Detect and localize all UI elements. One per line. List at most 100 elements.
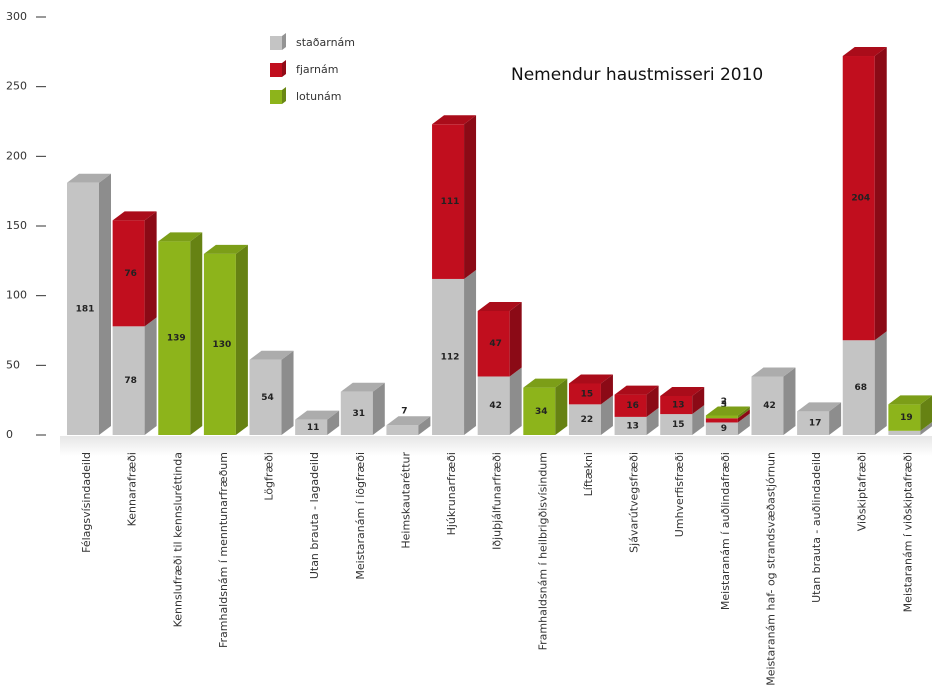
bar-segment	[477, 310, 510, 377]
bar-side	[600, 374, 613, 405]
bar-segment	[112, 220, 145, 327]
bar-segment	[842, 340, 875, 435]
bar-segment	[112, 326, 145, 435]
bar-side	[372, 382, 385, 435]
x-tick-label: Iðjuþjálfunarfræði	[491, 452, 504, 550]
bar-top	[386, 416, 431, 426]
bar-segment	[568, 404, 601, 435]
bar-side	[509, 367, 522, 435]
bar-segment	[249, 359, 282, 435]
bar-top	[888, 395, 932, 405]
bar-side	[646, 385, 659, 417]
value-label: 47	[489, 339, 502, 349]
bar-side	[600, 395, 613, 435]
bar-top	[67, 173, 111, 183]
bar-segment	[295, 419, 328, 435]
bar-segment	[842, 56, 875, 341]
legend-swatch	[270, 90, 282, 104]
value-label: 11	[307, 423, 320, 433]
bar-side	[509, 301, 522, 377]
bar-segment	[432, 278, 465, 435]
bar-segment	[386, 425, 419, 435]
y-tick-label: 300	[6, 10, 27, 23]
legend-swatch-side	[282, 60, 286, 77]
value-label: 78	[124, 376, 137, 386]
bar-segment	[158, 241, 191, 435]
bar-side	[646, 407, 659, 435]
bar-side	[281, 350, 294, 435]
bar-side	[235, 244, 248, 435]
value-label: 13	[626, 421, 639, 431]
bar-side	[920, 422, 932, 435]
bar-side	[874, 331, 887, 435]
value-label: 76	[124, 269, 137, 279]
bar-side	[783, 367, 796, 435]
bar-top	[614, 385, 659, 395]
value-label: 13	[672, 401, 685, 411]
bar-segment	[203, 253, 236, 435]
value-label: 15	[581, 389, 594, 399]
value-label: 111	[441, 197, 460, 207]
value-label: 22	[581, 415, 594, 425]
x-tick-label: Meistaranám í auðlindafræði	[719, 452, 732, 610]
legend-label: fjarnám	[296, 63, 338, 76]
x-tick-label: Framhaldsnám í menntunarfræðum	[217, 452, 230, 648]
chart-title: Nemendur haustmisseri 2010	[511, 65, 763, 85]
x-tick-label: Meistaranám í lögfræði	[354, 452, 367, 580]
bar-side	[144, 317, 157, 435]
bar-segment	[797, 411, 830, 435]
x-tick-label: Lögfræði	[263, 452, 276, 501]
value-label: 54	[261, 393, 274, 403]
x-tick-label: Utan brauta - auðlindadeild	[810, 452, 823, 603]
bar-top	[158, 232, 203, 242]
bar-top	[523, 378, 568, 388]
bar-top	[203, 244, 248, 254]
bar-top	[112, 211, 157, 221]
value-label: 15	[672, 420, 685, 430]
x-tick-label: Félagsvísindadeild	[80, 452, 93, 553]
x-tick-label: Hjúkrunarfræði	[445, 452, 458, 535]
bar-side	[190, 232, 203, 435]
value-label: 7	[401, 407, 407, 417]
bar-top	[340, 382, 385, 392]
x-tick-label: Meistaranám haf- og strandsvæðastjórnun	[764, 452, 777, 686]
bar-top	[797, 402, 842, 412]
y-tick-label: 0	[6, 428, 13, 441]
x-tick-label: Kennarafræði	[126, 452, 139, 526]
x-tick-label: Meistaranám í viðskiptafræði	[901, 452, 914, 612]
bar-segment	[568, 383, 601, 405]
value-label: 34	[535, 407, 548, 417]
legend-label: lotunám	[296, 90, 342, 103]
value-label: 139	[167, 334, 186, 344]
bar-top	[660, 386, 705, 396]
x-tick-label: Kennslufræði til kennsluréttinda	[171, 452, 184, 627]
value-label: 204	[851, 194, 870, 204]
bar-segment	[751, 376, 784, 435]
bar-segment	[523, 387, 556, 435]
bar-side	[874, 47, 887, 341]
x-tick-label: Utan brauta - lagadeild	[308, 452, 321, 579]
value-label: 17	[809, 419, 822, 429]
bar-top	[568, 374, 613, 384]
value-label: 16	[626, 401, 639, 411]
bar-segment	[888, 430, 921, 435]
bar-side	[737, 406, 750, 419]
bar-segment	[888, 404, 921, 431]
legend-swatch	[270, 63, 282, 77]
bar-side	[418, 416, 431, 435]
bar-top	[705, 406, 750, 416]
value-label: 2	[721, 397, 727, 407]
legend-swatch-side	[282, 87, 286, 104]
bar-top	[842, 47, 887, 57]
bar-side	[144, 211, 157, 327]
bar-side	[555, 378, 568, 435]
bar-side	[464, 115, 477, 279]
bar-side	[920, 395, 932, 431]
bar-segment	[705, 422, 738, 435]
bar-segment	[340, 391, 373, 435]
floor	[60, 436, 932, 456]
x-tick-label: Heimskautaréttur	[399, 452, 412, 549]
x-tick-label: Umhverfisfræði	[673, 452, 686, 537]
legend-label: staðarnám	[296, 36, 355, 49]
